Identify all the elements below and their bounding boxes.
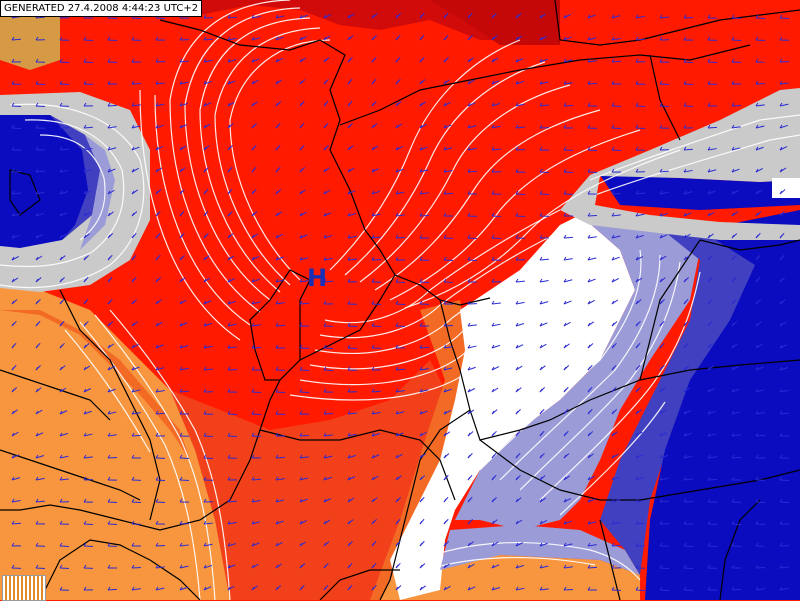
wind-arrow xyxy=(540,194,549,195)
wind-arrow xyxy=(636,106,645,107)
wind-arrow xyxy=(708,546,717,547)
wind-arrow xyxy=(660,568,669,569)
tan-region xyxy=(0,15,60,70)
wind-arrow xyxy=(420,215,429,216)
wind-arrow xyxy=(300,370,309,371)
wind-arrow xyxy=(564,237,573,238)
wind-arrow xyxy=(132,435,141,436)
wind-arrow xyxy=(492,216,501,217)
wind-arrow xyxy=(420,282,429,283)
wind-arrow xyxy=(372,326,381,327)
generated-timestamp-label: GENERATED 27.4.2008 4:44:23 UTC+2 xyxy=(0,0,202,17)
wind-arrow xyxy=(468,238,477,239)
wind-arrow xyxy=(396,304,405,305)
wind-arrow xyxy=(300,303,309,304)
wind-arrow xyxy=(444,193,453,194)
wind-arrow xyxy=(588,567,597,568)
wind-arrow xyxy=(684,568,693,569)
wind-arrow xyxy=(756,18,765,19)
wind-arrow xyxy=(60,84,69,85)
wind-arrow xyxy=(420,347,429,348)
wind-arrow xyxy=(636,590,645,591)
wind-arrow xyxy=(228,436,237,437)
wind-arrow xyxy=(108,589,117,590)
wind-arrow xyxy=(132,502,141,503)
wind-arrow xyxy=(276,457,285,458)
wind-arrow xyxy=(708,62,717,63)
wind-arrow xyxy=(60,568,69,569)
wind-arrow xyxy=(12,106,21,107)
wind-arrow xyxy=(36,568,45,569)
wind-arrow xyxy=(348,348,357,349)
wind-arrow xyxy=(660,106,669,107)
wind-arrow xyxy=(732,40,741,41)
wind-arrow xyxy=(516,216,525,217)
wind-arrow xyxy=(132,18,141,19)
legend-icon xyxy=(2,575,46,601)
wind-arrow xyxy=(564,172,573,173)
wind-arrow xyxy=(732,457,741,458)
wind-arrow xyxy=(252,414,261,415)
wind-arrow xyxy=(276,392,285,393)
wind-arrow xyxy=(708,127,717,128)
wind-arrow xyxy=(684,84,693,85)
wind-arrow xyxy=(204,458,213,459)
wind-arrow xyxy=(588,150,597,151)
wind-arrow xyxy=(204,436,213,437)
wind-arrow xyxy=(732,105,741,106)
wind-arrow xyxy=(324,348,333,349)
high-pressure-marker: H xyxy=(307,266,327,290)
wind-arrow xyxy=(84,62,93,63)
wind-arrow xyxy=(180,458,189,459)
white-patch-north-east xyxy=(772,178,800,198)
wind-arrow xyxy=(756,435,765,436)
wind-arrow xyxy=(156,413,165,414)
wind-arrow xyxy=(588,83,597,84)
wind-arrow xyxy=(732,524,741,525)
wind-arrow xyxy=(108,524,117,525)
wind-arrow xyxy=(588,215,597,216)
wind-arrow xyxy=(444,260,453,261)
wind-arrow xyxy=(732,589,741,590)
wind-arrow xyxy=(108,40,117,41)
wind-arrow xyxy=(564,105,573,106)
wind-arrow xyxy=(612,128,621,129)
wind-arrow xyxy=(84,546,93,547)
wind-arrow xyxy=(156,480,165,481)
wind-arrow xyxy=(348,326,357,327)
wind-arrow xyxy=(780,480,789,481)
wind-arrow xyxy=(252,479,261,480)
wind-arrow xyxy=(36,84,45,85)
wind-arrow xyxy=(108,105,117,106)
wind-arrow xyxy=(132,83,141,84)
wind-arrow xyxy=(276,325,285,326)
wind-arrow xyxy=(564,589,573,590)
wind-arrow xyxy=(756,502,765,503)
wind-arrow xyxy=(660,590,669,591)
wind-arrow xyxy=(132,567,141,568)
